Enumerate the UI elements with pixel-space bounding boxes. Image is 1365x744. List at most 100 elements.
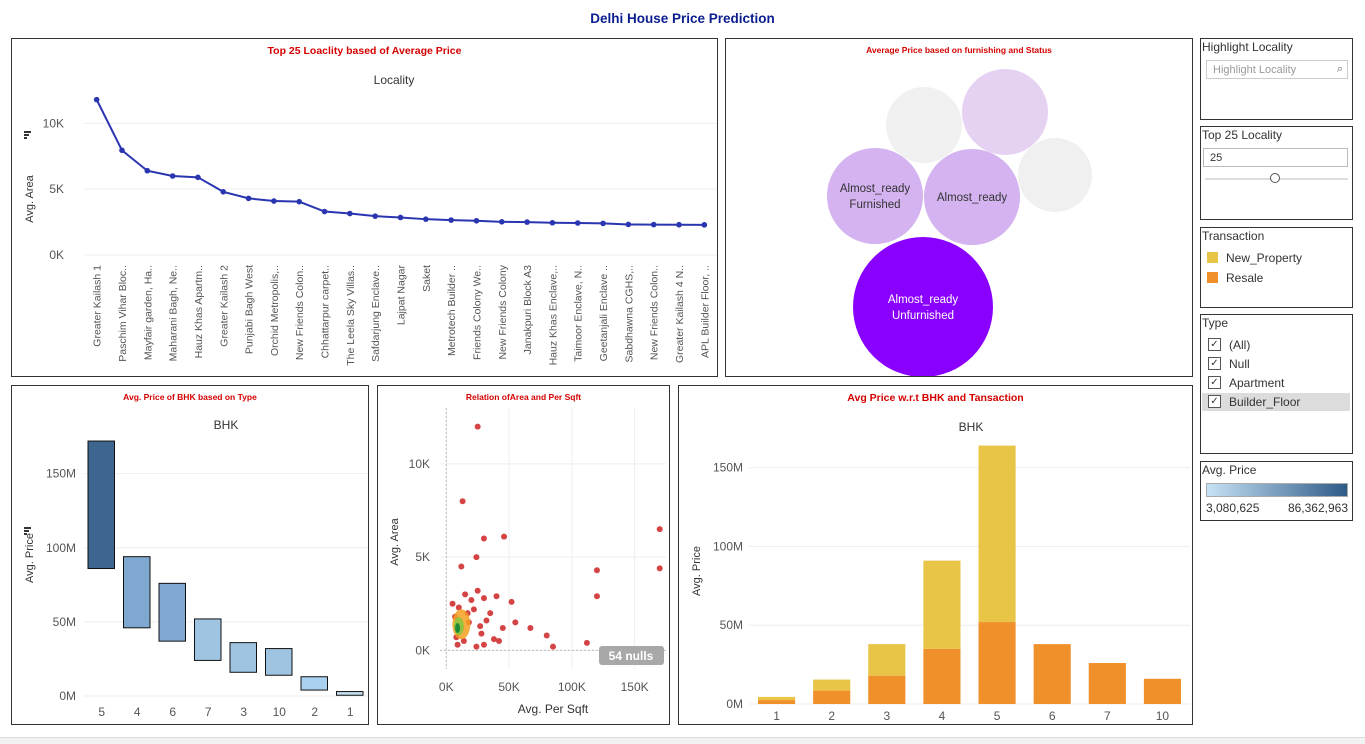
- line-point[interactable]: [650, 221, 657, 228]
- line-point[interactable]: [574, 220, 581, 226]
- scatter-point[interactable]: [480, 641, 487, 648]
- scatter-point[interactable]: [656, 526, 663, 533]
- bubble[interactable]: [886, 87, 962, 163]
- line-point[interactable]: [549, 219, 556, 226]
- type-option-all[interactable]: ✓ (All): [1202, 336, 1350, 354]
- scatter-point[interactable]: [458, 563, 465, 570]
- bubble[interactable]: [853, 237, 993, 376]
- bar-segment[interactable]: [978, 445, 1016, 623]
- scatter-point[interactable]: [478, 630, 485, 637]
- line-point[interactable]: [169, 173, 176, 179]
- line-point[interactable]: [473, 217, 480, 224]
- line-point[interactable]: [144, 167, 151, 174]
- bar-segment[interactable]: [1033, 644, 1071, 704]
- line-series[interactable]: [95, 99, 705, 226]
- scatter-point[interactable]: [656, 565, 663, 572]
- scatter-point[interactable]: [593, 593, 600, 600]
- checkbox-checked-icon[interactable]: ✓: [1208, 357, 1221, 370]
- bar-segment[interactable]: [923, 648, 961, 704]
- scatter-point[interactable]: [501, 533, 508, 540]
- scatter-point[interactable]: [512, 619, 519, 626]
- gantt-bar[interactable]: [194, 618, 222, 661]
- scatter-point[interactable]: [455, 604, 462, 611]
- scatter-point[interactable]: [460, 638, 467, 645]
- top-locality-slider-handle[interactable]: [1270, 173, 1280, 183]
- scatter-point[interactable]: [550, 643, 556, 650]
- line-point[interactable]: [448, 217, 454, 223]
- line-point[interactable]: [600, 220, 606, 227]
- furnishing-bubble-chart[interactable]: Almost_ready Furnished Almost_ready Almost_…: [726, 39, 1192, 376]
- bubble[interactable]: [924, 149, 1020, 245]
- line-point[interactable]: [397, 214, 404, 221]
- scatter-point[interactable]: [480, 595, 487, 602]
- scatter-point[interactable]: [454, 641, 461, 648]
- bar-segment[interactable]: [868, 644, 906, 676]
- gantt-bar[interactable]: [87, 440, 115, 570]
- gantt-bar[interactable]: [158, 582, 186, 642]
- bar-segment[interactable]: [978, 622, 1016, 704]
- gantt-bar[interactable]: [300, 676, 328, 691]
- line-point[interactable]: [676, 221, 682, 228]
- line-point[interactable]: [498, 219, 505, 225]
- scatter-point[interactable]: [496, 638, 503, 645]
- scatter-chart[interactable]: Avg. Area Avg. Per Sqft 0K 50K 100K 150K 10K…: [378, 386, 669, 724]
- gantt-bar[interactable]: [336, 691, 364, 696]
- checkbox-checked-icon[interactable]: ✓: [1208, 376, 1221, 389]
- line-point[interactable]: [296, 198, 303, 205]
- bar-segment[interactable]: [758, 700, 796, 704]
- bar-segment[interactable]: [868, 675, 906, 704]
- bar-segment[interactable]: [813, 679, 851, 691]
- scatter-point[interactable]: [583, 639, 590, 646]
- bubble[interactable]: [962, 69, 1048, 155]
- scatter-point[interactable]: [473, 643, 480, 650]
- type-option-apartment[interactable]: ✓ Apartment: [1202, 374, 1350, 392]
- scatter-point[interactable]: [543, 632, 550, 639]
- scatter-point[interactable]: [499, 624, 506, 631]
- scatter-point[interactable]: [487, 610, 494, 617]
- bhk-type-chart[interactable]: BHK Avg. Price 150M 100M 50M 0M 5 4 6 7 3 10 2 1: [12, 386, 368, 724]
- scatter-point[interactable]: [527, 624, 534, 631]
- magnifier-icon[interactable]: ⌕: [1336, 63, 1343, 75]
- line-point[interactable]: [625, 221, 632, 228]
- scatter-point[interactable]: [480, 535, 487, 542]
- line-point[interactable]: [372, 213, 378, 219]
- line-point[interactable]: [195, 174, 201, 181]
- scatter-point[interactable]: [462, 591, 469, 598]
- locality-line-chart[interactable]: Locality Avg. Area 10K 5K 0K Greater Kailas…: [12, 39, 717, 376]
- bubble[interactable]: [1018, 138, 1092, 212]
- bubble[interactable]: [827, 148, 923, 244]
- gantt-bar[interactable]: [265, 648, 293, 676]
- gantt-bar[interactable]: [229, 642, 257, 673]
- scatter-point[interactable]: [477, 623, 484, 630]
- scatter-point[interactable]: [508, 598, 515, 605]
- scatter-point[interactable]: [483, 617, 490, 624]
- scatter-point[interactable]: [493, 593, 500, 600]
- scatter-point[interactable]: [474, 587, 481, 594]
- top-locality-input[interactable]: 25: [1203, 148, 1348, 167]
- sheet-tab-bar[interactable]: [0, 737, 1365, 744]
- gantt-bar[interactable]: [123, 556, 151, 629]
- scatter-point[interactable]: [468, 597, 475, 604]
- bar-segment[interactable]: [923, 560, 961, 649]
- line-point[interactable]: [245, 195, 252, 202]
- sort-icon[interactable]: [24, 131, 31, 139]
- line-point[interactable]: [701, 222, 708, 228]
- line-point[interactable]: [220, 189, 227, 195]
- nulls-indicator[interactable]: 54 nulls: [599, 646, 664, 665]
- bar-segment[interactable]: [1088, 663, 1126, 704]
- line-point[interactable]: [119, 147, 125, 154]
- scatter-point[interactable]: [449, 600, 456, 607]
- scatter-point[interactable]: [490, 636, 497, 643]
- legend-item-new-property[interactable]: New_Property: [1207, 251, 1302, 265]
- scatter-point[interactable]: [474, 423, 481, 430]
- line-point[interactable]: [524, 219, 530, 225]
- type-option-builder-floor[interactable]: ✓ Builder_Floor: [1202, 393, 1350, 411]
- line-point[interactable]: [423, 216, 429, 222]
- highlight-locality-input[interactable]: Highlight Locality ⌕: [1206, 60, 1348, 79]
- line-point[interactable]: [321, 208, 328, 215]
- checkbox-checked-icon[interactable]: ✓: [1208, 395, 1221, 408]
- bar-segment[interactable]: [758, 696, 796, 701]
- scatter-point[interactable]: [470, 606, 477, 613]
- type-option-null[interactable]: ✓ Null: [1202, 355, 1350, 373]
- bar-segment[interactable]: [813, 690, 851, 704]
